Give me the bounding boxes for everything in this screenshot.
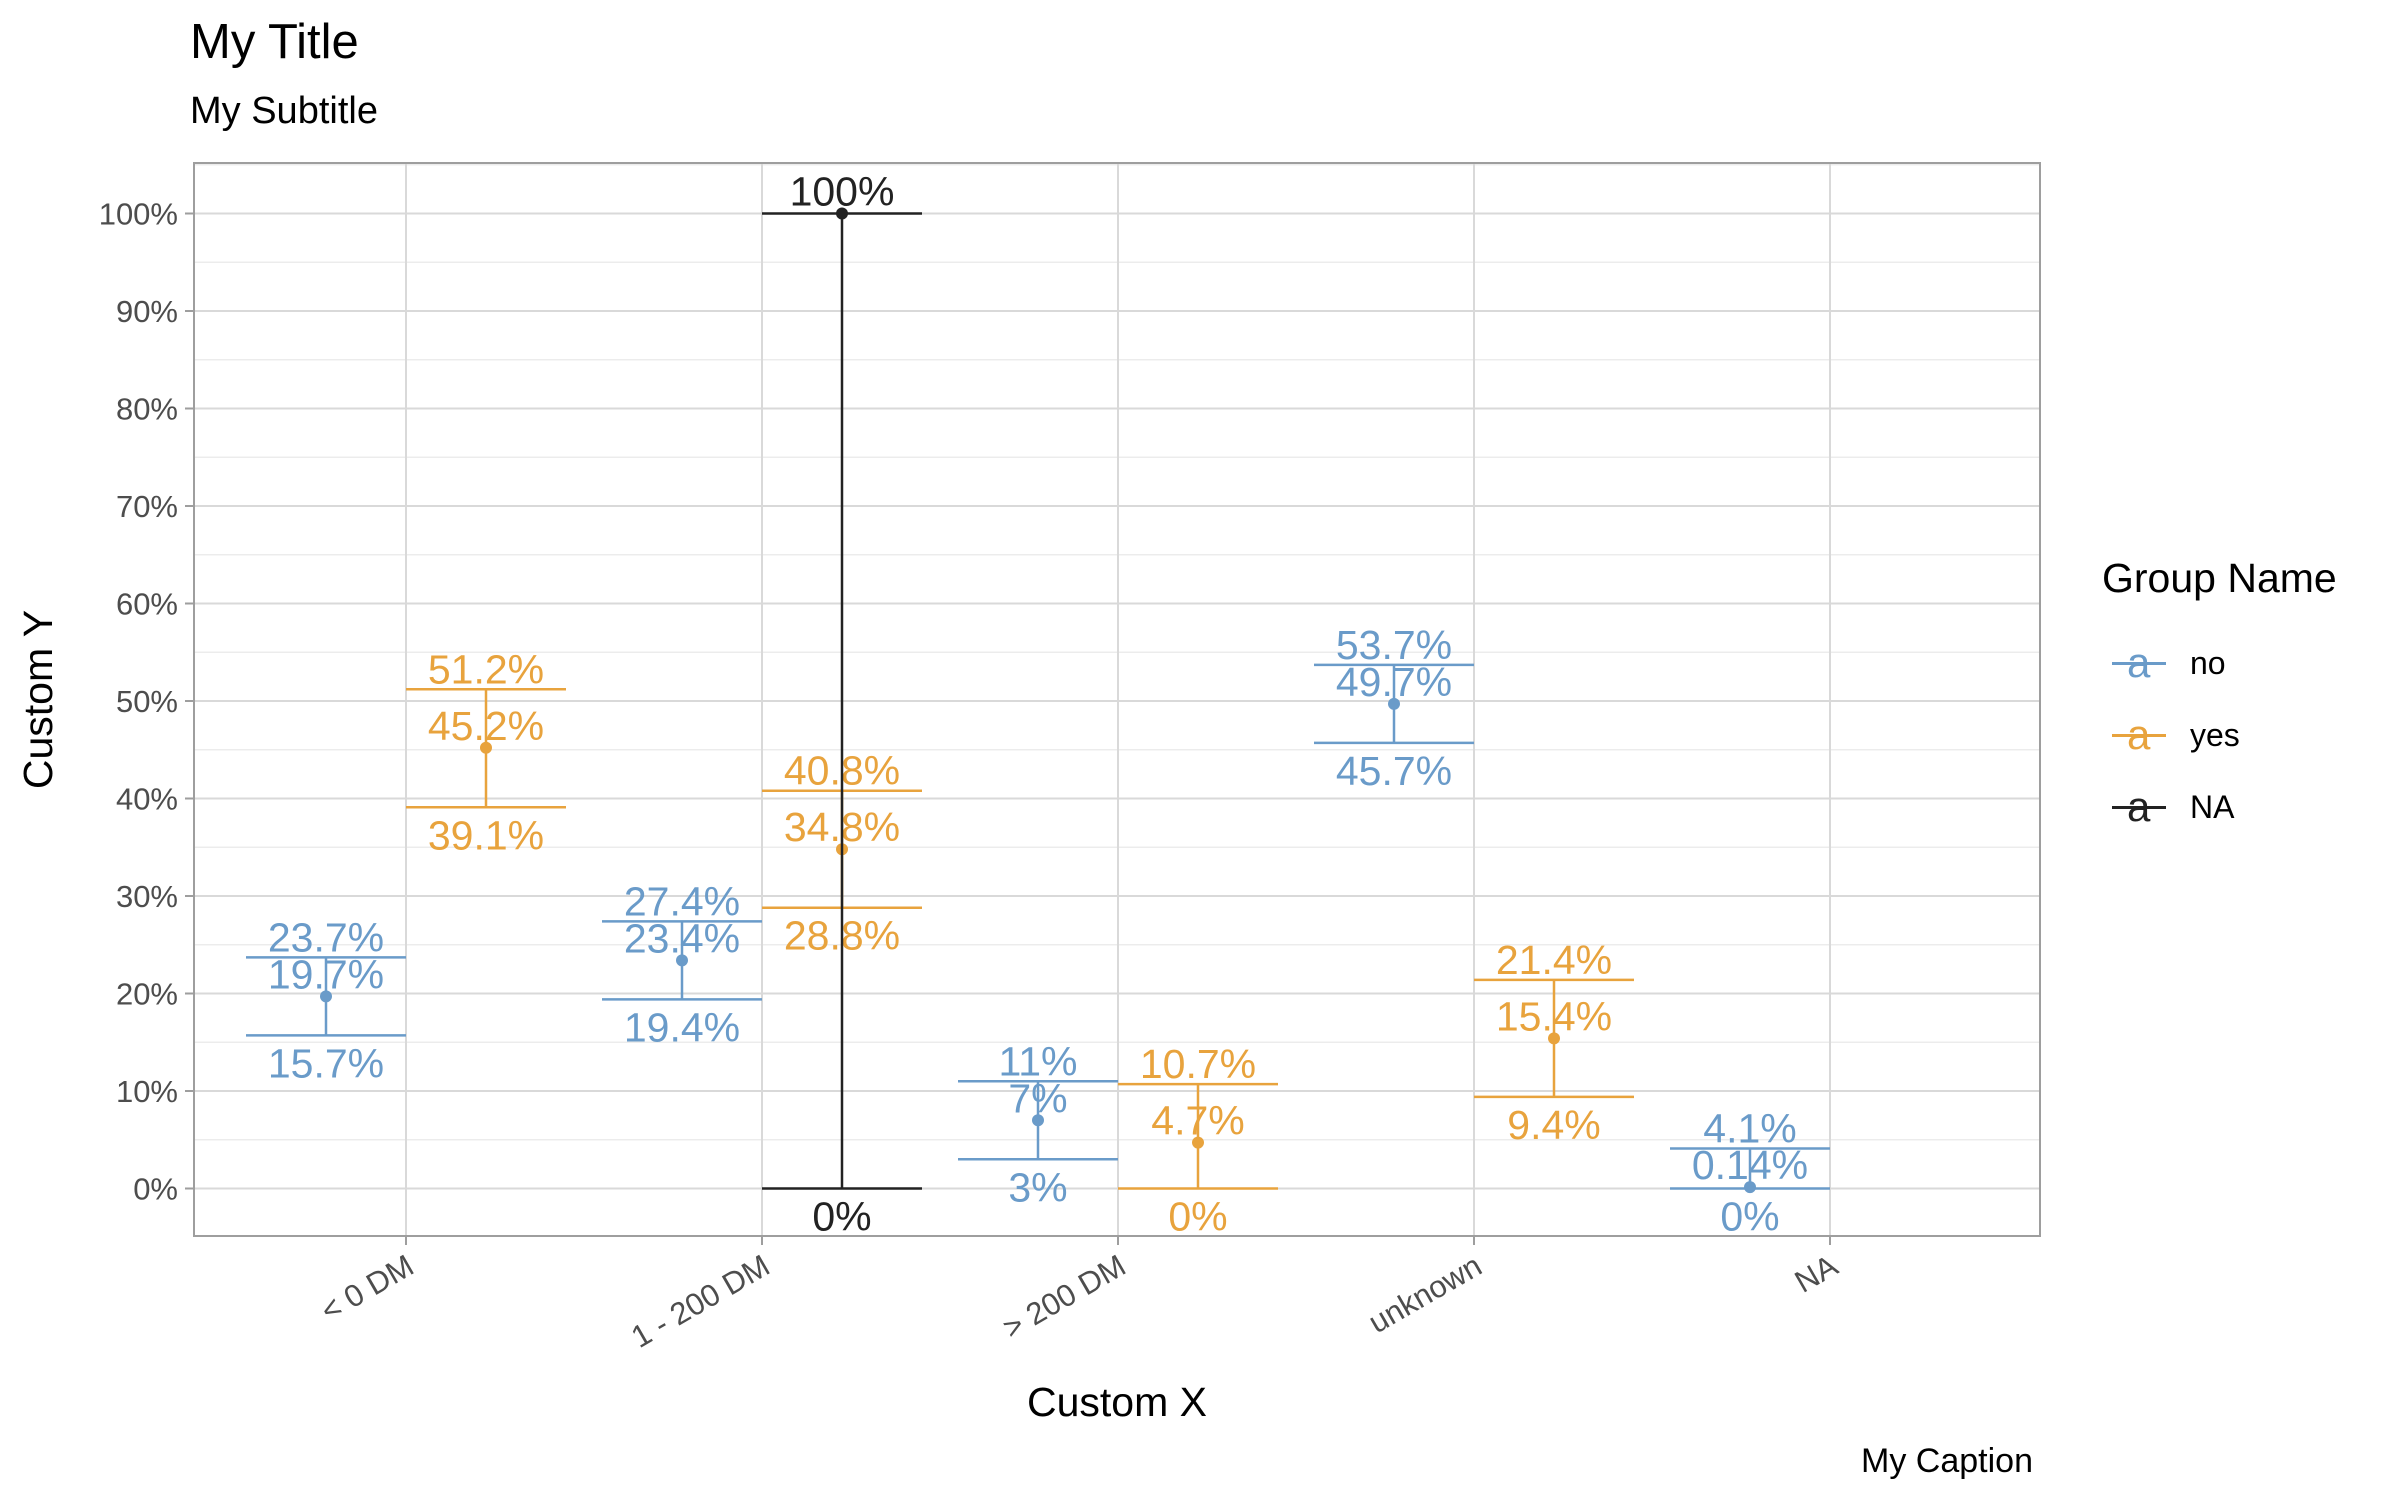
point [836,207,848,220]
legend-label-no: no [2190,644,2226,681]
value-label: 19.7% [268,951,384,997]
legend-key-no: a [2110,638,2168,688]
legend-glyph-no: a [2127,639,2151,686]
point [320,990,332,1003]
value-label: 7% [1008,1075,1067,1121]
y-tick-label: 20% [116,977,178,1012]
point [1192,1136,1204,1149]
x-axis-title: Custom X [1027,1379,1207,1425]
y-tick-label: 70% [116,489,178,524]
y-tick-label: 100% [99,197,178,232]
value-label: 100% [790,169,895,215]
low-label: 9.4% [1507,1102,1600,1148]
value-label: 0.14% [1692,1142,1808,1188]
high-label: 51.2% [428,646,544,692]
point [1548,1032,1560,1045]
y-tick-label: 40% [116,782,178,817]
value-label: 23.4% [624,915,740,961]
marks-layer: 23.7%19.7% 15.7% 27.4%23.4% 19.4% 11%7% 3% 53.… [246,169,1830,1240]
legend-title: Group Name [2102,555,2337,601]
high-label: 27.4% [624,878,740,924]
high-label: 53.7% [1336,622,1452,668]
high-label: 21.4% [1496,937,1612,983]
low-label: 3% [1008,1164,1067,1210]
low-label: 0% [1720,1194,1779,1240]
legend-item-na: a NA [2110,782,2234,832]
value-label: 4.7% [1151,1098,1244,1144]
y-tick-label: 50% [116,684,178,719]
series-no: 23.7%19.7% 15.7% 27.4%23.4% 19.4% 11%7% 3% 53.… [246,622,1830,1240]
high-label: 11% [998,1038,1077,1084]
legend-label-na: NA [2190,788,2235,825]
chart-caption: My Caption [1861,1442,2033,1480]
point [1744,1181,1756,1194]
high-label: 23.7% [268,914,384,960]
low-label: 15.7% [268,1040,384,1086]
x-tick-label: > 200 DM [997,1248,1132,1346]
y-tick-label: 80% [116,392,178,427]
chart-title: My Title [190,15,359,69]
legend-label-yes: yes [2190,716,2240,753]
y-axis-title: Custom Y [15,610,61,789]
y-tick-label: 90% [116,294,178,329]
low-label: 0% [1168,1194,1227,1240]
y-tick-label: 10% [116,1074,178,1109]
legend-glyph-yes: a [2127,711,2151,758]
x-tick-label: unknown [1363,1248,1488,1340]
low-label: 19.4% [624,1004,740,1050]
series-na: 100% 0% [762,169,922,1240]
legend-key-yes: a [2110,710,2168,760]
y-tick-label: 60% [116,587,178,622]
value-label: 49.7% [1336,659,1452,705]
point [1388,697,1400,710]
legend-item-no: a no [2110,638,2226,688]
x-tick-label: < 0 DM [315,1248,420,1329]
high-label: 4.1% [1703,1106,1796,1152]
high-label: 10.7% [1140,1041,1256,1087]
low-label: 39.1% [428,812,544,858]
y-tick-label: 0% [133,1172,178,1207]
legend-glyph-na: a [2127,783,2151,830]
point [1032,1114,1044,1127]
value-label: 45.2% [428,703,544,749]
legend-item-yes: a yes [2110,710,2240,760]
x-tick-label: NA [1789,1248,1844,1300]
chart-subtitle: My Subtitle [190,90,378,132]
value-label: 15.4% [1496,993,1612,1039]
point [480,741,492,754]
series-yes: 51.2%45.2%39.1%40.8%34.8%28.8%10.7%4.7%0… [406,646,1634,1240]
x-tick-label: 1 - 200 DM [625,1248,775,1355]
point [676,954,688,967]
y-tick-label: 30% [116,879,178,914]
legend-key-na: a [2110,782,2168,832]
grid-layer [194,163,2040,1236]
low-label: 45.7% [1336,748,1452,794]
low-label: 0% [812,1194,871,1240]
